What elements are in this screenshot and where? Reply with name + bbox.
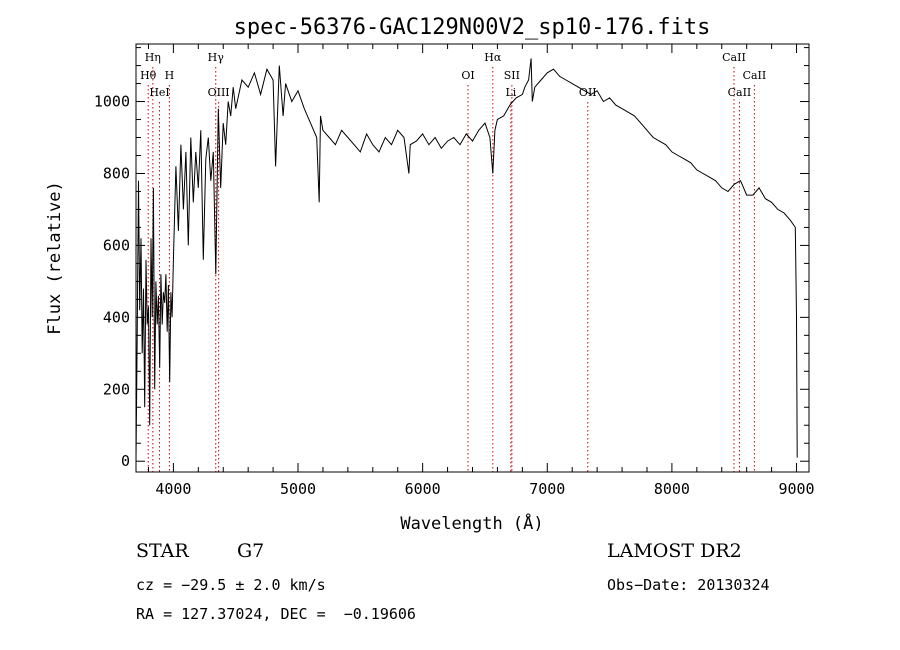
x-tick-label: 9000 [778, 480, 814, 498]
plot-frame [135, 43, 810, 473]
chart-title: spec-56376-GAC129N00V2_sp10-176.fits [234, 15, 711, 40]
line-marker-label: Hα [484, 51, 502, 64]
line-marker-label: OI [461, 69, 474, 82]
line-marker-label: SII [504, 69, 520, 82]
line-marker-label: Hθ [140, 69, 157, 82]
y-tick-label: 1000 [94, 93, 130, 111]
line-markers [147, 67, 755, 472]
y-tick-label: 200 [103, 380, 130, 398]
line-marker-label: Hγ [208, 51, 225, 64]
line-marker-label: HeI [149, 86, 169, 99]
line-marker-label: CaII [728, 86, 752, 99]
survey-name: LAMOST DR2 [607, 540, 742, 562]
x-axis-label: Wavelength (Å) [400, 512, 543, 534]
redshift-value: cz = −29.5 ± 2.0 km/s [136, 576, 326, 594]
x-axis: 4000 5000 6000 7000 8000 9000 [147, 44, 815, 498]
x-tick-label: 6000 [405, 480, 441, 498]
y-tick-label: 800 [103, 164, 130, 182]
y-tick-label: 0 [121, 452, 130, 470]
y-axis-label: Flux (relative) [45, 181, 65, 335]
x-tick-label: 8000 [654, 480, 690, 498]
coordinates: RA = 127.37024, DEC = −0.19606 [136, 605, 416, 623]
x-tick-label: 7000 [529, 480, 565, 498]
y-tick-label: 400 [103, 308, 130, 326]
line-marker-label: Hη [145, 51, 161, 64]
object-class: STAR [136, 540, 189, 562]
line-marker-label: H [165, 69, 175, 82]
observation-date: Obs−Date: 20130324 [607, 576, 770, 594]
line-marker-label: CaII [722, 51, 746, 64]
y-axis: 0 200 400 600 800 1000 [94, 47, 809, 470]
line-marker-label: OIII [208, 86, 230, 99]
line-marker-label: CaII [743, 69, 767, 82]
y-tick-label: 600 [103, 236, 130, 254]
object-subclass: G7 [237, 540, 265, 562]
spectrum-line [135, 58, 798, 462]
x-tick-label: 5000 [280, 480, 316, 498]
line-marker-label: Li [505, 86, 516, 99]
x-tick-label: 4000 [155, 480, 191, 498]
